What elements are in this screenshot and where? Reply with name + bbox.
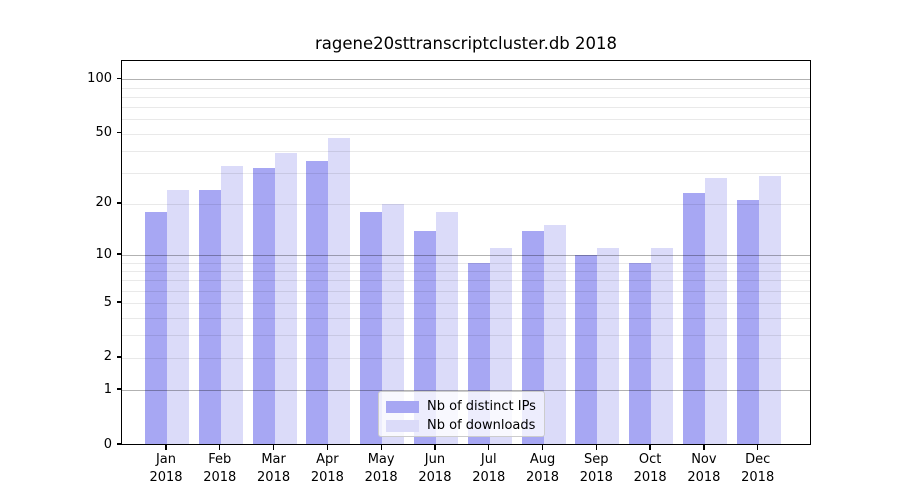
bar-downloads-nov [704,178,727,444]
gridline-60 [122,119,810,121]
x-tick-feb [219,445,221,450]
x-tick-label-jul: Jul 2018 [472,452,506,485]
gridline-5 [122,303,810,305]
bar-downloads-mar [274,152,297,444]
x-tick-label-sep: Sep 2018 [579,452,613,485]
gridline-3 [122,335,810,337]
y-tick-label-100: 100 [87,70,112,86]
gridline-4 [122,317,810,319]
bar-distinct-ips-oct [629,262,652,444]
gridline-50 [122,133,810,135]
gridline-10 [122,255,810,257]
y-tick-label-20: 20 [95,195,112,211]
bar-downloads-aug [543,225,566,444]
x-tick-label-apr: Apr 2018 [310,452,344,485]
x-tick-label-nov: Nov 2018 [687,452,721,485]
y-tick-0 [116,443,121,445]
y-tick-10 [116,253,121,255]
y-tick-label-10: 10 [95,246,112,262]
bar-distinct-ips-jan [145,211,167,444]
x-tick-jul [488,445,490,450]
y-tick-label-50: 50 [95,125,112,141]
gridline-100 [122,79,810,81]
gridline-30 [122,173,810,175]
bar-downloads-sep [597,248,620,444]
x-tick-nov [703,445,705,450]
gridline-90 [122,87,810,89]
gridline-1 [122,390,810,392]
x-tick-label-dec: Dec 2018 [741,452,775,485]
gridline-70 [122,107,810,109]
legend-swatch-distinct-ips [386,400,419,413]
gridline-6 [122,290,810,292]
bar-distinct-ips-jun [413,230,436,444]
x-tick-label-may: May 2018 [364,452,398,485]
x-tick-apr [326,445,329,450]
x-tick-label-jun: Jun 2018 [418,452,452,485]
gridline-9 [122,262,810,264]
bar-distinct-ips-dec [736,200,759,444]
legend: Nb of distinct IPs Nb of downloads [378,391,545,437]
bar-downloads-feb [220,165,243,444]
legend-label-downloads: Nb of downloads [427,418,536,433]
x-tick-mar [272,445,275,450]
y-tick-1 [116,388,121,390]
gridline-8 [122,270,810,272]
x-tick-jan [165,445,167,450]
gridline-2 [122,357,810,359]
x-tick-label-aug: Aug 2018 [525,452,560,485]
bar-downloads-apr [328,138,351,444]
plot-area [121,60,811,445]
x-tick-oct [649,445,651,450]
gridline-80 [122,96,810,98]
x-tick-aug [541,445,544,450]
bar-distinct-ips-may [360,211,383,444]
bar-distinct-ips-feb [198,190,221,444]
x-tick-jun [434,445,436,450]
x-tick-may [380,445,382,450]
bar-downloads-may [382,203,405,444]
y-tick-5 [116,301,121,303]
bar-distinct-ips-aug [521,230,544,444]
bar-downloads-jun [435,211,458,444]
bar-distinct-ips-sep [575,255,598,444]
legend-item-downloads: Nb of downloads [386,416,544,435]
x-tick-label-oct: Oct 2018 [633,452,667,485]
legend-label-distinct-ips: Nb of distinct IPs [427,399,536,414]
bar-distinct-ips-apr [306,161,329,444]
gridline-7 [122,280,810,282]
y-tick-50 [116,131,121,134]
y-tick-label-1: 1 [103,381,112,397]
x-tick-label-mar: Mar 2018 [257,452,291,485]
y-tick-label-2: 2 [103,349,112,365]
legend-item-distinct-ips: Nb of distinct IPs [386,397,544,416]
bar-downloads-jan [167,190,189,444]
x-tick-label-feb: Feb 2018 [203,452,237,485]
gridline-20 [122,203,810,205]
x-tick-label-jan: Jan 2018 [149,452,183,485]
y-tick-2 [116,356,121,358]
y-tick-100 [116,77,121,80]
bar-distinct-ips-nov [682,193,705,444]
x-tick-sep [595,445,597,450]
legend-swatch-downloads [386,419,419,432]
x-tick-dec [757,445,759,450]
bar-downloads-oct [651,248,674,444]
y-tick-label-0: 0 [103,436,112,452]
bar-distinct-ips-mar [252,168,275,444]
gridline-40 [122,150,810,152]
y-tick-20 [116,202,121,204]
y-tick-label-5: 5 [103,294,112,310]
chart-title: ragene20sttranscriptcluster.db 2018 [314,34,618,53]
bar-downloads-dec [758,175,781,444]
